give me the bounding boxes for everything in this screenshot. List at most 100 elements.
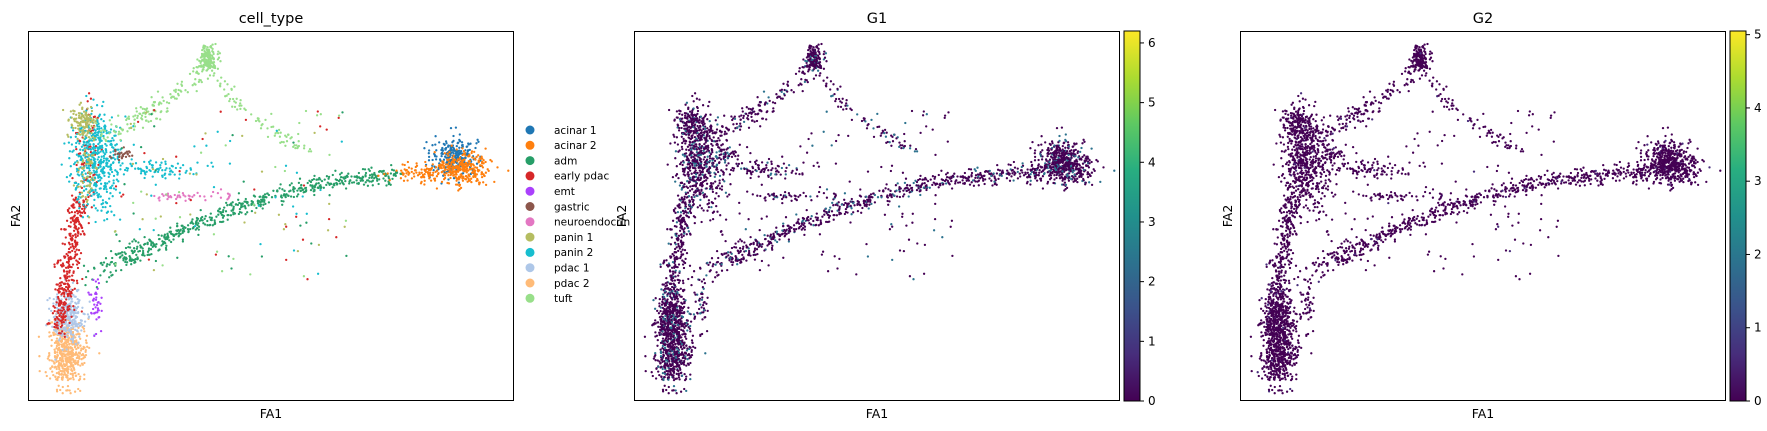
scatter-point bbox=[714, 263, 717, 266]
scatter-point bbox=[79, 364, 82, 367]
scatter-point bbox=[974, 176, 977, 180]
scatter-point bbox=[1040, 135, 1043, 138]
scatter-point bbox=[839, 212, 843, 215]
scatter-point bbox=[893, 194, 896, 197]
scatter-point bbox=[272, 189, 275, 192]
scatter-point bbox=[1055, 176, 1058, 180]
scatter-point bbox=[1067, 179, 1071, 182]
scatter-point bbox=[199, 217, 203, 220]
scatter-point bbox=[78, 140, 82, 143]
scatter-point bbox=[76, 329, 79, 332]
scatter-point bbox=[212, 185, 216, 189]
scatter-point bbox=[228, 193, 231, 196]
scatter-point bbox=[207, 52, 210, 55]
scatter-point bbox=[947, 176, 951, 179]
scatter-point bbox=[192, 70, 195, 73]
scatter-point bbox=[130, 164, 133, 168]
scatter-point bbox=[383, 172, 386, 176]
scatter-point bbox=[173, 193, 176, 197]
scatter-point bbox=[729, 251, 732, 254]
scatter-point bbox=[458, 140, 462, 143]
scatter-point bbox=[1039, 151, 1042, 154]
scatter-point bbox=[52, 328, 56, 332]
scatter-point bbox=[361, 176, 365, 179]
scatter-point bbox=[68, 343, 71, 346]
scatter-point bbox=[1054, 164, 1058, 168]
scatter-point bbox=[121, 162, 124, 165]
scatter-point bbox=[1080, 175, 1083, 179]
scatter-point bbox=[282, 141, 285, 144]
scatter-point bbox=[219, 188, 223, 191]
scatter-point bbox=[215, 215, 218, 218]
scatter-point bbox=[165, 101, 169, 104]
scatter-point bbox=[1061, 148, 1064, 151]
scatter-point bbox=[166, 233, 169, 237]
scatter-point bbox=[132, 128, 136, 131]
scatter-point bbox=[99, 165, 102, 168]
scatter-point bbox=[89, 137, 92, 140]
scatter-point bbox=[65, 252, 68, 256]
scatter-point bbox=[473, 173, 476, 176]
scatter-point bbox=[410, 170, 413, 174]
scatter-point bbox=[121, 154, 125, 158]
scatter-point bbox=[167, 236, 170, 239]
scatter-point bbox=[1102, 166, 1105, 169]
scatter-point bbox=[125, 150, 129, 153]
scatter-point bbox=[84, 205, 87, 209]
scatter-point bbox=[809, 223, 813, 226]
scatter-point bbox=[1033, 149, 1037, 152]
scatter-point bbox=[78, 207, 81, 210]
scatter-point bbox=[387, 175, 390, 178]
scatter-point bbox=[177, 94, 180, 97]
scatter-point bbox=[67, 141, 71, 144]
scatter-point bbox=[46, 298, 49, 302]
legend-marker bbox=[525, 202, 535, 211]
scatter-point bbox=[416, 174, 420, 177]
scatter-point bbox=[131, 240, 134, 243]
scatter-point bbox=[125, 118, 128, 122]
scatter-point bbox=[315, 178, 318, 181]
scatter-point bbox=[80, 171, 84, 174]
scatter-point bbox=[87, 195, 90, 199]
scatter-point bbox=[1041, 149, 1044, 152]
scatter-point bbox=[296, 146, 299, 150]
scatter-point bbox=[184, 199, 187, 202]
scatter-point bbox=[60, 281, 63, 284]
scatter-point bbox=[168, 173, 171, 176]
scatter-point bbox=[120, 127, 123, 130]
scatter-point bbox=[1060, 126, 1064, 129]
scatter-point bbox=[195, 173, 198, 176]
scatter-point bbox=[1053, 144, 1056, 147]
scatter-point bbox=[461, 147, 464, 150]
scatter-points-g1 bbox=[643, 42, 1116, 395]
scatter-point bbox=[60, 315, 64, 318]
scatter-point bbox=[156, 90, 160, 93]
scatter-point bbox=[1037, 163, 1040, 166]
scatter-point bbox=[68, 180, 71, 183]
scatter-point bbox=[444, 163, 448, 166]
scatter-point bbox=[45, 374, 48, 378]
scatter-point bbox=[112, 182, 115, 185]
scatter-point bbox=[390, 163, 393, 167]
scatter-point bbox=[104, 257, 108, 260]
scatter-point bbox=[178, 170, 181, 173]
scatter-point bbox=[413, 175, 416, 178]
scatter-point bbox=[282, 200, 285, 203]
scatter-point bbox=[50, 309, 53, 313]
scatter-point bbox=[84, 195, 87, 199]
scatter-point bbox=[311, 184, 314, 187]
scatter-point bbox=[276, 189, 279, 192]
scatter-point bbox=[68, 359, 71, 362]
scatter-point bbox=[747, 252, 751, 256]
scatter-point bbox=[1050, 163, 1054, 166]
scatter-point bbox=[79, 148, 82, 151]
scatter-point bbox=[1084, 157, 1087, 160]
scatter-point bbox=[55, 388, 59, 391]
scatter-point bbox=[88, 189, 91, 192]
scatter-point bbox=[885, 183, 888, 186]
scatter-point bbox=[107, 159, 111, 163]
scatter-point bbox=[466, 150, 469, 153]
scatter-point bbox=[67, 210, 70, 213]
scatter-point bbox=[119, 255, 122, 258]
scatter-point bbox=[76, 218, 80, 222]
